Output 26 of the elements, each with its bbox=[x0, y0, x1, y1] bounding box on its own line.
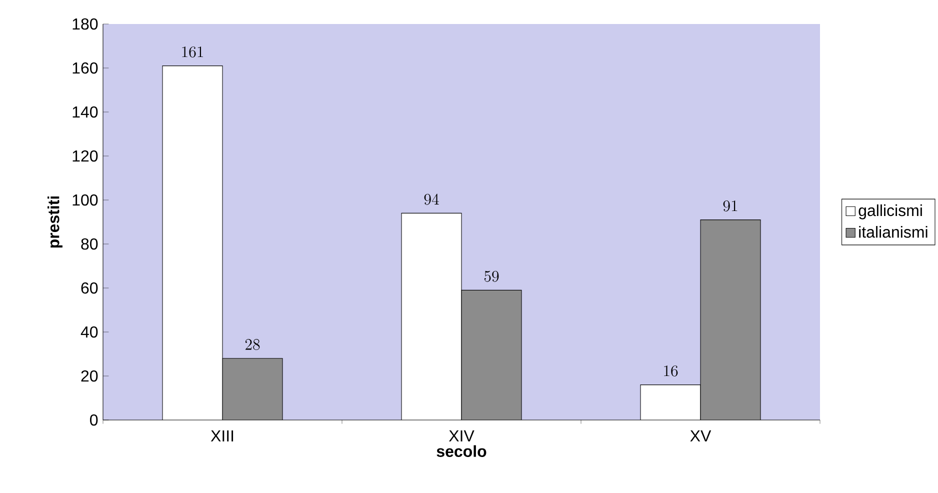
x-axis-title: secolo bbox=[436, 445, 486, 457]
y-tick-label: 60 bbox=[81, 282, 98, 294]
data-label: 91 bbox=[723, 200, 738, 212]
x-tick-label: XIV bbox=[448, 430, 474, 442]
y-tick-label: 160 bbox=[72, 62, 98, 74]
bar bbox=[402, 213, 462, 420]
bar bbox=[162, 66, 223, 420]
bar bbox=[640, 384, 701, 420]
y-tick-label: 140 bbox=[72, 106, 98, 118]
y-tick-label: 100 bbox=[72, 194, 98, 206]
x-tick-label: XV bbox=[690, 430, 712, 442]
y-tick-label: 0 bbox=[90, 414, 98, 426]
data-label: 59 bbox=[484, 270, 499, 282]
y-tick-label: 20 bbox=[81, 370, 98, 382]
y-axis-title: prestiti bbox=[48, 196, 62, 248]
y-tick-label: 180 bbox=[72, 18, 98, 30]
data-label: 94 bbox=[424, 194, 439, 205]
legend-label: gallicismi bbox=[858, 204, 922, 220]
data-label: 16 bbox=[664, 365, 678, 376]
y-tick-label: 40 bbox=[80, 326, 98, 338]
y-tick-label: 80 bbox=[81, 238, 98, 250]
x-tick-label: XIII bbox=[210, 430, 234, 442]
y-tick-label: 120 bbox=[72, 150, 98, 162]
legend-label: italianismi bbox=[859, 226, 928, 238]
data-label: 28 bbox=[245, 339, 260, 350]
data-label: 161 bbox=[182, 46, 203, 58]
